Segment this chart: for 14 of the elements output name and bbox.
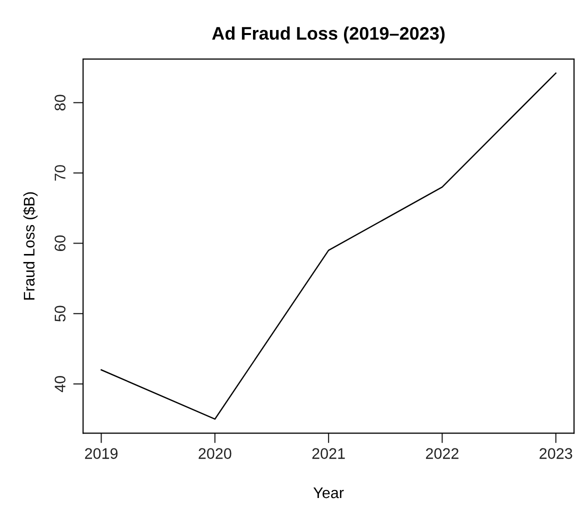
line-series bbox=[100, 72, 556, 420]
y-axis-title: Fraud Loss ($B) bbox=[23, 192, 38, 300]
x-tick-label: 2022 bbox=[426, 448, 458, 459]
x-tick-label: 2020 bbox=[198, 448, 232, 459]
y-tick-label: 80 bbox=[54, 94, 66, 110]
x-tick-label: 2021 bbox=[312, 448, 345, 459]
y-tick-label: 70 bbox=[54, 165, 66, 181]
y-tick-label: 50 bbox=[54, 306, 66, 322]
y-tick-label: 60 bbox=[54, 235, 66, 252]
y-tick-label: 40 bbox=[54, 376, 66, 392]
x-tick-label: 2023 bbox=[540, 448, 572, 459]
x-tick-label: 2019 bbox=[85, 448, 118, 459]
chart-title: Ad Fraud Loss (2019–2023) bbox=[212, 26, 445, 44]
x-axis-title: Year bbox=[313, 488, 344, 498]
